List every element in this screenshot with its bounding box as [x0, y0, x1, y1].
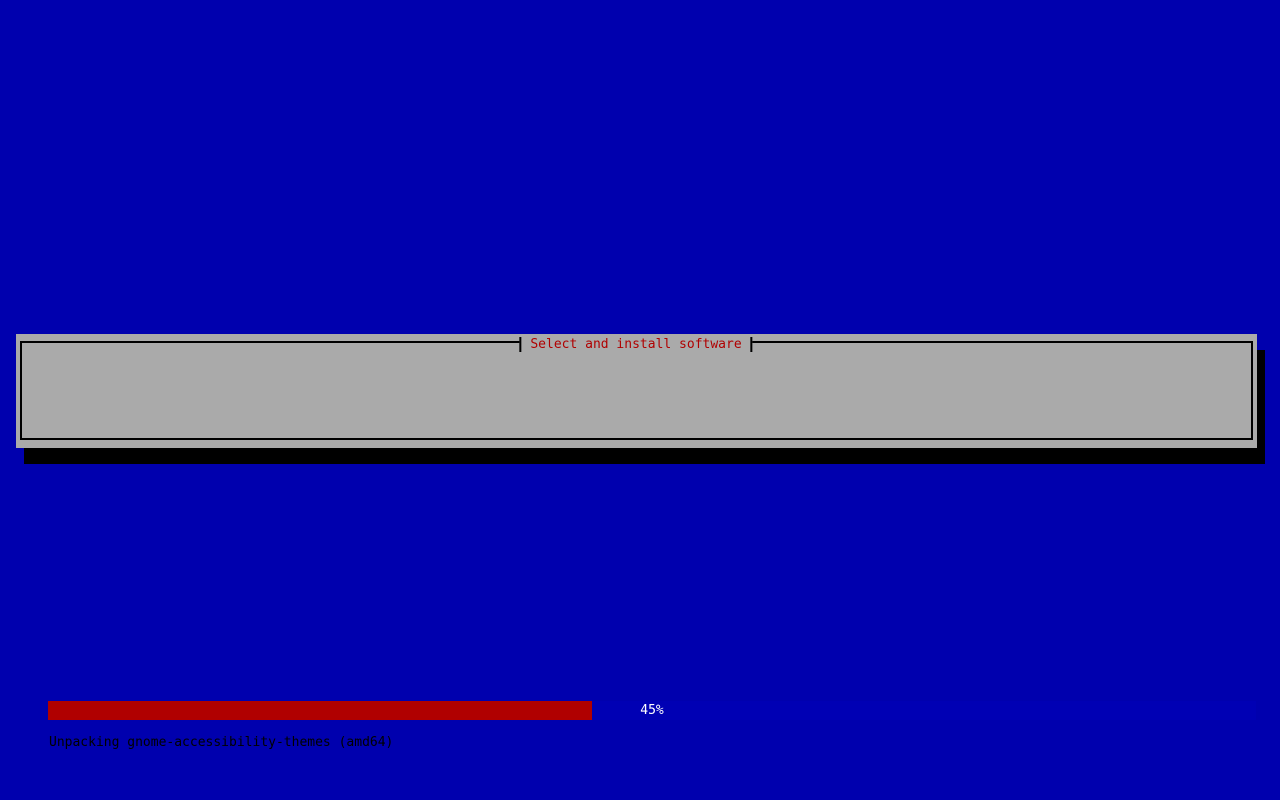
progress-fill — [48, 701, 592, 720]
progress-percent-label: 45% — [640, 703, 664, 718]
dialog-title: Select and install software — [519, 337, 753, 352]
dialog-border — [20, 341, 1253, 440]
progress-dialog: 45% Unpacking gnome-accessibility-themes… — [16, 334, 1257, 750]
status-text: Unpacking gnome-accessibility-themes (am… — [49, 735, 394, 750]
progress-bar: 45% — [48, 701, 1256, 720]
